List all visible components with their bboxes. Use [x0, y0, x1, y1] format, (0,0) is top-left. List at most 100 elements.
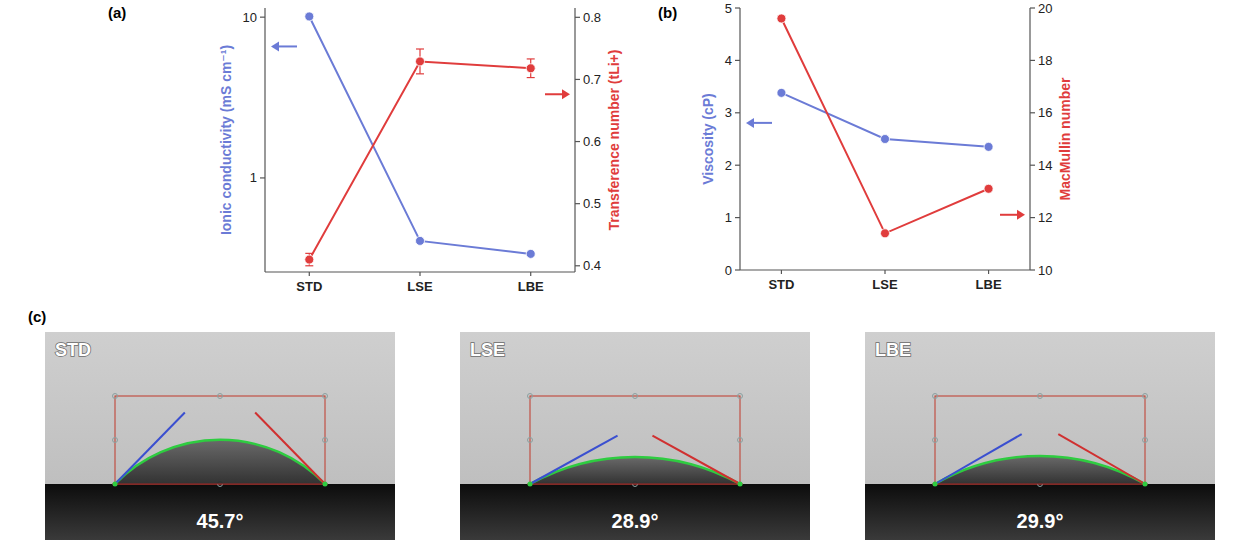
fit-handle — [218, 394, 223, 399]
tangent-right — [1058, 434, 1145, 484]
droplet-image: LSE28.9° — [460, 332, 810, 540]
x-tick-label: STD — [296, 279, 322, 294]
image-background — [865, 332, 1215, 540]
droplet-profile — [115, 440, 325, 484]
arrow-head — [562, 89, 570, 99]
y2-tick-label: 18 — [1038, 53, 1052, 68]
y-tick-label: 1 — [250, 170, 257, 185]
data-point — [416, 236, 425, 245]
fit-handle — [633, 394, 638, 399]
y-axis-line — [264, 8, 265, 272]
y2-tick — [1030, 7, 1035, 8]
fit-handle — [1038, 394, 1043, 399]
y2-axis-title: Transference number (tLi+) — [606, 50, 622, 231]
error-bar — [305, 253, 313, 265]
y-tick-label: 1 — [725, 210, 732, 225]
droplet-profile — [935, 456, 1145, 484]
panel-label: (b) — [658, 4, 677, 21]
error-cap — [527, 58, 535, 59]
y-axis-title: Ionic conductivity (mS cm⁻¹) — [218, 45, 234, 235]
y2-tick-label: 12 — [1038, 210, 1052, 225]
error-bar — [527, 59, 535, 78]
baseline — [527, 484, 743, 485]
error-cap — [416, 48, 424, 49]
droplet-image: STD 45.7° — [45, 332, 395, 540]
contact-point — [1143, 482, 1148, 487]
fit-handle — [528, 394, 533, 399]
y-tick-label: 4 — [725, 53, 732, 68]
image-content — [460, 332, 810, 540]
figure: STDLSELBE1100.40.50.60.70.8Ionic conduct… — [0, 0, 1236, 544]
image-label: LBE — [875, 340, 911, 360]
y-tick-label: 5 — [725, 1, 732, 16]
data-point — [881, 229, 890, 238]
y2-tick-label: 20 — [1038, 1, 1052, 16]
y-tick-label: 10 — [243, 10, 257, 25]
data-point — [984, 142, 993, 151]
y-tick-label: 3 — [725, 105, 732, 120]
y-tick-label: 0 — [725, 263, 732, 278]
arrow-head — [746, 118, 754, 128]
x-tick-label: STD — [768, 277, 794, 292]
fit-handle — [113, 438, 118, 443]
arrow-shaft — [752, 122, 772, 124]
y-axis-title: Viscosity (cP) — [700, 93, 716, 185]
y2-tick — [1030, 165, 1035, 166]
x-tick — [419, 272, 420, 276]
contact-point — [323, 482, 328, 487]
fit-handle — [528, 438, 533, 443]
tangent-right — [255, 412, 325, 484]
substrate — [865, 484, 1215, 540]
y-tick — [735, 269, 740, 270]
data-point — [305, 12, 314, 21]
data-point — [984, 184, 993, 193]
y-axis-line — [739, 8, 740, 270]
arrow-head — [271, 41, 279, 51]
y2-tick-label: 10 — [1038, 263, 1052, 278]
droplet — [115, 440, 325, 484]
contact-point — [933, 482, 938, 487]
fit-handle — [1143, 394, 1148, 399]
image-label: STD — [55, 340, 91, 360]
data-point — [777, 88, 786, 97]
y2-tick — [1030, 112, 1035, 113]
y2-tick — [575, 17, 580, 18]
x-tick — [884, 270, 885, 274]
y2-tick-label: 0.6 — [583, 134, 601, 149]
tangent-right — [652, 436, 740, 484]
image-content — [865, 332, 1215, 540]
error-cap — [527, 77, 535, 78]
baseline — [932, 484, 1148, 485]
y-tick — [735, 7, 740, 8]
y-tick — [735, 112, 740, 113]
fit-handle — [323, 438, 328, 443]
series-line — [781, 93, 988, 147]
data-point — [881, 135, 890, 144]
y2-tick — [1030, 60, 1035, 61]
chart-panel: STDLSELBE1100.40.50.60.70.8Ionic conduct… — [108, 4, 622, 294]
y2-tick — [575, 141, 580, 142]
series-line — [781, 18, 988, 233]
axis-arrows — [746, 118, 1025, 220]
image-content — [45, 332, 395, 540]
contact-point — [738, 482, 743, 487]
error-cap — [416, 73, 424, 74]
x-tick — [781, 270, 782, 274]
tangent-left — [530, 436, 618, 484]
error-bar — [416, 49, 424, 74]
y-tick — [735, 60, 740, 61]
y-tick — [735, 165, 740, 166]
x-tick-label: LSE — [872, 277, 898, 292]
y-tick — [260, 177, 265, 178]
contact-point — [528, 482, 533, 487]
arrow-shaft — [1000, 214, 1019, 216]
data-point — [526, 64, 535, 73]
y-tick — [735, 217, 740, 218]
axis-arrows — [271, 41, 570, 99]
fit-box — [530, 396, 740, 484]
y2-axis-title: MacMullin number — [1057, 77, 1073, 200]
data-point — [416, 57, 425, 66]
y2-tick — [575, 203, 580, 204]
fit-handle — [738, 394, 743, 399]
angle-label: 45.7° — [197, 510, 244, 532]
